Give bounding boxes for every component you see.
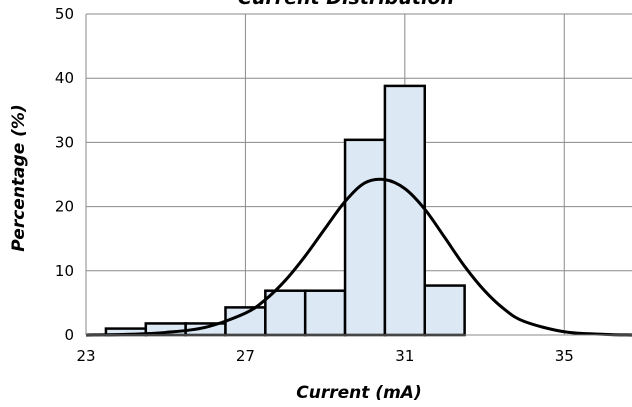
x-tick-labels: 23 27 31 35 [76,347,573,365]
x-tick-label: 35 [555,347,574,365]
x-tick-label: 31 [395,347,414,365]
histogram-bar [264,289,307,337]
y-tick-label: 0 [64,326,74,344]
x-axis-label: Current (mA) [296,383,421,403]
histogram-bar [423,284,466,337]
histogram-bar [343,138,387,337]
y-tick-label: 20 [55,198,74,216]
chart-title: Current Distribution [238,0,454,9]
x-tick-label: 27 [236,347,255,365]
y-tick-label: 50 [55,5,74,23]
plot-frame [85,14,632,336]
y-tick-labels: 0 10 20 30 40 50 [55,5,74,344]
y-tick-label: 30 [55,133,74,151]
y-tick-label: 10 [55,262,74,280]
y-tick-label: 40 [55,69,74,87]
curve-layer [85,177,632,337]
y-axis-label: Percentage (%) [9,104,29,251]
distribution-curve [85,177,632,337]
histogram-bars [104,84,466,337]
histogram-bar [303,289,347,337]
histogram-bar [383,84,427,337]
x-tick-label: 23 [76,347,95,365]
